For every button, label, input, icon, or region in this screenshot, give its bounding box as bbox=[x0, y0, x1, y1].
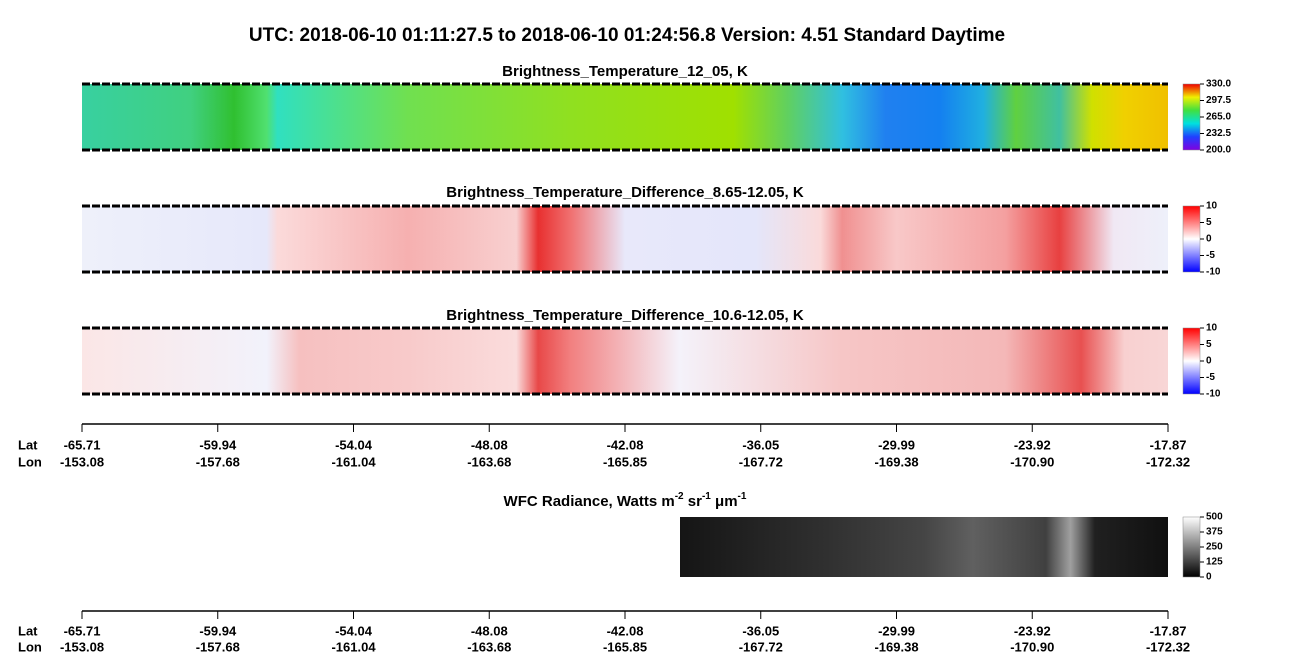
lon-tick-label: -165.85 bbox=[603, 639, 647, 654]
colorbar-tick-label: 297.5 bbox=[1206, 95, 1231, 106]
lon-tick-label: -169.38 bbox=[874, 639, 918, 654]
lat-label: Lat bbox=[18, 623, 38, 638]
lat-tick-label: -48.08 bbox=[471, 437, 508, 452]
colorbar-tick-label: 500 bbox=[1206, 512, 1223, 523]
lat-tick-label: -23.92 bbox=[1014, 623, 1051, 638]
title-text: sr bbox=[684, 493, 703, 510]
lon-tick-label: -157.68 bbox=[196, 454, 240, 469]
lon-tick-label: -172.32 bbox=[1146, 454, 1190, 469]
lat-tick-label: -59.94 bbox=[199, 437, 237, 452]
title-superscript: -2 bbox=[675, 491, 684, 502]
lon-tick-label: -170.90 bbox=[1010, 639, 1054, 654]
colorbar bbox=[1182, 516, 1201, 578]
lon-tick-label: -157.68 bbox=[196, 639, 240, 654]
image-swath bbox=[82, 206, 1168, 272]
colorbar-tick-label: 5 bbox=[1206, 339, 1212, 350]
lon-tick-label: -167.72 bbox=[739, 639, 783, 654]
lat-label: Lat bbox=[18, 437, 38, 452]
panel-title: WFC Radiance, Watts m-2 sr-1 μm-1 bbox=[504, 491, 747, 510]
lon-tick-label: -170.90 bbox=[1010, 454, 1054, 469]
colorbar-tick-label: -5 bbox=[1206, 250, 1215, 261]
title-superscript: -1 bbox=[702, 491, 711, 502]
lon-label: Lon bbox=[18, 454, 42, 469]
image-swath bbox=[82, 328, 1168, 394]
colorbar-tick-label: 375 bbox=[1206, 527, 1223, 538]
lon-tick-label: -161.04 bbox=[331, 454, 376, 469]
colorbar-tick-label: 0 bbox=[1206, 572, 1212, 583]
colorbar-tick-label: 232.5 bbox=[1206, 128, 1231, 139]
colorbar-tick-label: 330.0 bbox=[1206, 79, 1231, 90]
colorbar-tick-label: 0 bbox=[1206, 234, 1212, 245]
colorbar-tick-label: 250 bbox=[1206, 542, 1223, 553]
lat-tick-label: -17.87 bbox=[1150, 623, 1187, 638]
lon-tick-label: -163.68 bbox=[467, 639, 511, 654]
lat-tick-label: -54.04 bbox=[335, 437, 373, 452]
panel-title: Brightness_Temperature_12_05, K bbox=[502, 63, 748, 80]
lat-tick-label: -29.99 bbox=[878, 437, 915, 452]
lon-tick-label: -167.72 bbox=[739, 454, 783, 469]
colorbar-tick-label: -10 bbox=[1206, 267, 1221, 278]
lon-tick-label: -163.68 bbox=[467, 454, 511, 469]
colorbar-tick-label: -5 bbox=[1206, 372, 1215, 383]
lat-tick-label: -48.08 bbox=[471, 623, 508, 638]
lat-tick-label: -59.94 bbox=[199, 623, 237, 638]
lon-tick-label: -153.08 bbox=[60, 639, 104, 654]
figure-title: UTC: 2018-06-10 01:11:27.5 to 2018-06-10… bbox=[249, 25, 1005, 46]
lon-tick-label: -161.04 bbox=[331, 639, 376, 654]
colorbar bbox=[1182, 205, 1201, 273]
colorbar-tick-label: 10 bbox=[1206, 201, 1218, 212]
lat-tick-label: -65.71 bbox=[64, 437, 101, 452]
lat-tick-label: -36.05 bbox=[742, 623, 779, 638]
lon-tick-label: -169.38 bbox=[874, 454, 918, 469]
image-swath bbox=[680, 517, 1168, 577]
colorbar-tick-label: 5 bbox=[1206, 217, 1212, 228]
lon-tick-label: -172.32 bbox=[1146, 639, 1190, 654]
lat-tick-label: -54.04 bbox=[335, 623, 373, 638]
colorbar-tick-label: 10 bbox=[1206, 323, 1218, 334]
colorbar bbox=[1182, 327, 1201, 395]
title-text: μm bbox=[711, 493, 738, 510]
title-text: WFC Radiance, Watts m bbox=[504, 493, 675, 510]
colorbar bbox=[1182, 83, 1201, 151]
lon-tick-label: -165.85 bbox=[603, 454, 647, 469]
lat-tick-label: -42.08 bbox=[607, 437, 644, 452]
colorbar-tick-label: 125 bbox=[1206, 557, 1223, 568]
lat-tick-label: -17.87 bbox=[1150, 437, 1187, 452]
panel-title: Brightness_Temperature_Difference_10.6-1… bbox=[446, 307, 804, 324]
colorbar-tick-label: 200.0 bbox=[1206, 145, 1231, 156]
lat-tick-label: -65.71 bbox=[64, 623, 101, 638]
colorbar-tick-label: -10 bbox=[1206, 389, 1221, 400]
lon-tick-label: -153.08 bbox=[60, 454, 104, 469]
lat-tick-label: -29.99 bbox=[878, 623, 915, 638]
image-swath bbox=[82, 84, 1168, 150]
lat-tick-label: -36.05 bbox=[742, 437, 779, 452]
panel-title: Brightness_Temperature_Difference_8.65-1… bbox=[446, 184, 804, 201]
colorbar-tick-label: 265.0 bbox=[1206, 112, 1231, 123]
lon-label: Lon bbox=[18, 639, 42, 654]
colorbar-tick-label: 0 bbox=[1206, 356, 1212, 367]
title-superscript: -1 bbox=[738, 491, 747, 502]
lat-tick-label: -42.08 bbox=[607, 623, 644, 638]
lat-tick-label: -23.92 bbox=[1014, 437, 1051, 452]
